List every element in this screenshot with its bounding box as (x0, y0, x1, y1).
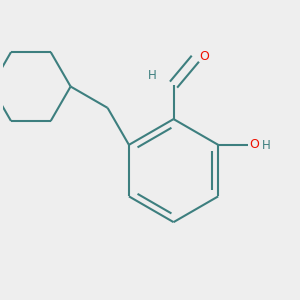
Text: O: O (199, 50, 209, 63)
Text: H: H (262, 139, 271, 152)
Text: O: O (249, 138, 259, 151)
Text: H: H (148, 69, 157, 82)
